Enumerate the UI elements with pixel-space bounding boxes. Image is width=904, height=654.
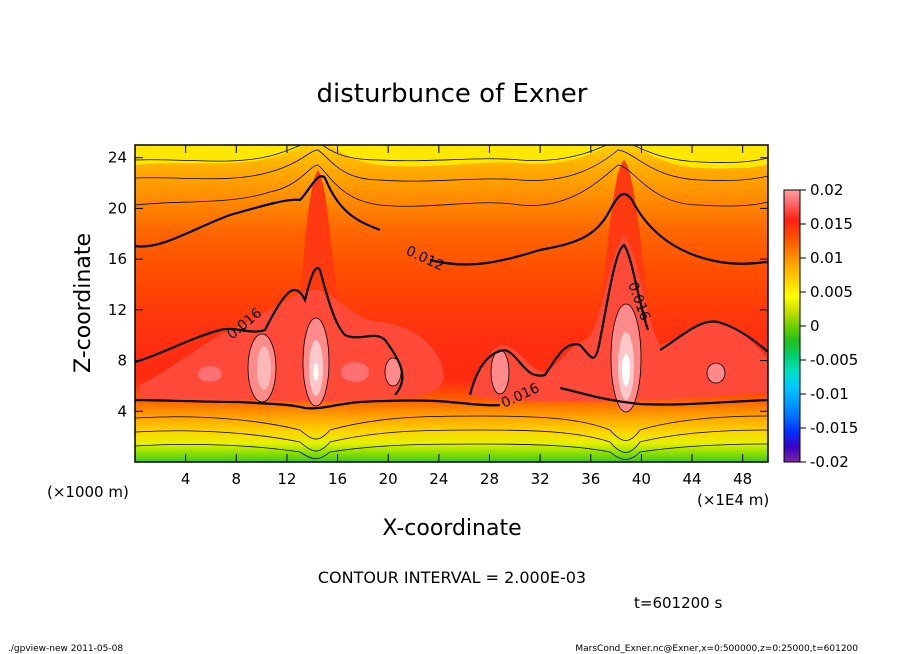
x-tick-label: 16 [328, 470, 347, 488]
colorbar-tick-label: 0.005 [810, 283, 853, 301]
colorbar-tick-label: -0.015 [810, 419, 858, 437]
colorbar-tick-label: -0.02 [810, 453, 849, 471]
colorbar-ticks: 0.02 0.015 0.01 0.005 0 -0.005 -0.01 -0.015 -0.0… [800, 181, 858, 471]
colorbar-tick-label: 0 [810, 317, 820, 335]
x-unit-label: (×1000 m) [47, 483, 129, 501]
contour-field: 0.012 0.016 0.016 0.016 [135, 145, 768, 462]
colorbar-tick-label: 0.015 [810, 215, 853, 233]
x-axis-title: X-coordinate [382, 516, 521, 541]
x-tick-label: 44 [682, 470, 701, 488]
y-axis: 4 8 12 16 20 24 [108, 149, 768, 420]
y-tick-label: 24 [108, 149, 127, 167]
time-label: t=601200 s [634, 594, 722, 612]
y-tick-label: 8 [117, 352, 127, 370]
y-tick-label: 4 [117, 402, 127, 420]
x-tick-label: 28 [480, 470, 499, 488]
colorbar-tick-label: 0.01 [810, 249, 843, 267]
y-tick-label: 20 [108, 199, 127, 217]
x-tick-label: 4 [181, 470, 191, 488]
x-tick-label: 24 [429, 470, 448, 488]
x-tick-label: 48 [733, 470, 752, 488]
x-scale-label: (×1E4 m) [697, 491, 769, 509]
y-axis-title: Z-coordinate [71, 233, 96, 373]
colorbar-scale [783, 189, 801, 463]
y-tick-label: 16 [108, 250, 127, 268]
colorbar-tick-label: 0.02 [810, 181, 843, 199]
footer-left: ./gpview-new 2011-05-08 [8, 644, 123, 654]
x-tick-label: 40 [632, 470, 651, 488]
chart-title: disturbunce of Exner [317, 79, 588, 109]
x-axis: 4 8 12 16 20 24 28 32 36 40 44 48 [181, 145, 752, 488]
x-tick-label: 20 [379, 470, 398, 488]
x-tick-label: 36 [581, 470, 600, 488]
colorbar-tick-label: -0.01 [810, 385, 849, 403]
x-tick-label: 12 [277, 470, 296, 488]
plot-frame [134, 144, 769, 463]
colorbar: 0.02 0.015 0.01 0.005 0 -0.005 -0.01 -0.015 -0.0… [783, 181, 858, 471]
y-tick-label: 12 [108, 301, 127, 319]
contour-interval: CONTOUR INTERVAL = 2.000E-03 [318, 568, 586, 587]
footer-right: MarsCond_Exner.nc@Exner,x=0:500000,z=0:2… [575, 644, 858, 654]
x-tick-label: 8 [232, 470, 242, 488]
x-tick-label: 32 [531, 470, 550, 488]
colorbar-tick-label: -0.005 [810, 351, 858, 369]
